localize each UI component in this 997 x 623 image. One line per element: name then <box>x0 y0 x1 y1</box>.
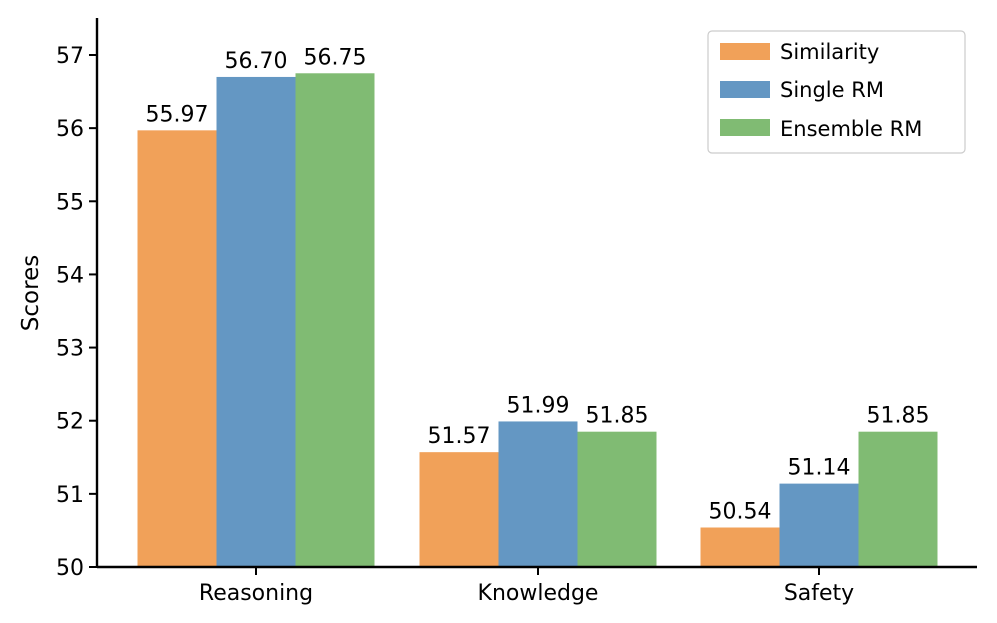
bar-safety-ensemble-rm <box>858 431 938 567</box>
y-tick-label-56: 56 <box>56 117 84 142</box>
bar-reasoning-single-rm <box>216 76 296 567</box>
bar-knowledge-ensemble-rm <box>577 431 657 567</box>
bar-label-knowledge-similarity: 51.57 <box>428 424 491 449</box>
y-tick-label-51: 51 <box>56 483 84 508</box>
bar-safety-single-rm <box>779 483 859 567</box>
bar-label-safety-similarity: 50.54 <box>709 500 772 525</box>
y-axis-title: Scores <box>18 255 44 331</box>
legend-label-single-rm: Single RM <box>780 78 884 102</box>
bar-label-knowledge-single-rm: 51.99 <box>507 393 570 418</box>
bar-labels-layer: 55.97 56.70 56.75 51.57 51.99 51.85 50.54 51.14… <box>146 45 930 524</box>
x-tick-label-safety: Safety <box>784 581 854 606</box>
legend-swatch-single-rm <box>720 81 770 98</box>
bars-layer <box>137 73 938 568</box>
y-tick-label-52: 52 <box>56 410 84 435</box>
bar-label-safety-ensemble-rm: 51.85 <box>867 404 930 429</box>
y-tick-label-54: 54 <box>56 263 84 288</box>
bar-safety-similarity <box>700 527 780 567</box>
legend-swatch-ensemble-rm <box>720 119 770 136</box>
legend-frame <box>707 30 966 154</box>
bar-label-safety-single-rm: 51.14 <box>788 456 851 481</box>
legend: Similarity Single RM Ensemble RM <box>707 30 966 154</box>
bar-knowledge-single-rm <box>498 421 578 567</box>
y-tick-label-57: 57 <box>56 44 84 69</box>
y-tick-label-55: 55 <box>56 190 84 215</box>
x-tick-label-reasoning: Reasoning <box>199 581 313 606</box>
legend-swatch-similarity <box>720 43 770 60</box>
legend-label-ensemble-rm: Ensemble RM <box>780 117 922 141</box>
bar-label-reasoning-ensemble-rm: 56.75 <box>304 45 367 70</box>
bar-label-reasoning-similarity: 55.97 <box>146 102 209 127</box>
x-axis: Reasoning Knowledge Safety <box>97 565 977 606</box>
y-axis: 50 51 52 53 54 55 56 57 <box>56 18 99 581</box>
bar-label-knowledge-ensemble-rm: 51.85 <box>586 404 649 429</box>
bar-reasoning-ensemble-rm <box>295 73 375 568</box>
bar-label-reasoning-single-rm: 56.70 <box>225 49 288 74</box>
bar-reasoning-similarity <box>137 130 217 567</box>
x-tick-label-knowledge: Knowledge <box>478 581 599 606</box>
bar-knowledge-similarity <box>419 452 499 567</box>
legend-label-similarity: Similarity <box>780 40 879 64</box>
y-tick-label-53: 53 <box>56 337 84 362</box>
y-tick-label-50: 50 <box>56 556 84 581</box>
